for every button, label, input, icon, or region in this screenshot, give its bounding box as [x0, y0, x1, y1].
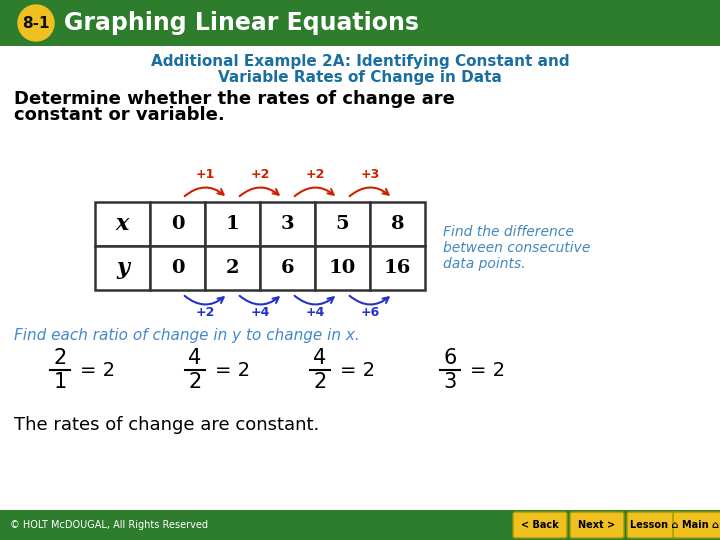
FancyBboxPatch shape: [673, 512, 720, 538]
Text: data points.: data points.: [443, 257, 526, 271]
Bar: [260, 202, 315, 246]
Circle shape: [18, 5, 54, 41]
Text: 2: 2: [53, 348, 67, 368]
Bar: [315, 246, 370, 290]
Text: between consecutive: between consecutive: [443, 241, 590, 255]
Text: constant or variable.: constant or variable.: [14, 106, 225, 124]
Text: 8-1: 8-1: [22, 16, 50, 30]
Text: 4: 4: [313, 348, 327, 368]
Text: x: x: [116, 213, 129, 235]
Text: = 2: = 2: [215, 361, 250, 380]
Text: 6: 6: [444, 348, 456, 368]
Text: +6: +6: [361, 306, 379, 319]
Text: 1: 1: [53, 372, 67, 392]
Bar: [205, 202, 260, 246]
Text: 2: 2: [313, 372, 327, 392]
FancyBboxPatch shape: [513, 512, 567, 538]
Text: 3: 3: [281, 215, 294, 233]
Text: +1: +1: [195, 167, 215, 180]
Text: 8: 8: [391, 215, 404, 233]
Text: +4: +4: [251, 306, 270, 319]
Text: +2: +2: [251, 167, 270, 180]
Text: 10: 10: [329, 259, 356, 277]
Text: +4: +4: [305, 306, 325, 319]
Text: 3: 3: [444, 372, 456, 392]
Text: Lesson ⌂: Lesson ⌂: [630, 520, 678, 530]
Text: 0: 0: [171, 259, 184, 277]
Text: The rates of change are constant.: The rates of change are constant.: [14, 416, 319, 434]
Text: < Back: < Back: [521, 520, 559, 530]
Text: Find each ratio of change in y to change in x.: Find each ratio of change in y to change…: [14, 328, 360, 343]
Text: © HOLT McDOUGAL, All Rights Reserved: © HOLT McDOUGAL, All Rights Reserved: [10, 520, 208, 530]
Text: +2: +2: [195, 306, 215, 319]
Bar: [0, 0, 720, 46]
Text: +2: +2: [305, 167, 325, 180]
Text: Next >: Next >: [578, 520, 616, 530]
Text: 1: 1: [225, 215, 239, 233]
Text: 2: 2: [226, 259, 239, 277]
Bar: [150, 246, 205, 290]
Text: +3: +3: [361, 167, 379, 180]
FancyBboxPatch shape: [627, 512, 681, 538]
Text: = 2: = 2: [340, 361, 375, 380]
Text: = 2: = 2: [80, 361, 115, 380]
Text: y: y: [116, 257, 129, 279]
Text: Find the difference: Find the difference: [443, 225, 574, 239]
Text: Graphing Linear Equations: Graphing Linear Equations: [64, 11, 419, 35]
Bar: [260, 246, 315, 290]
FancyBboxPatch shape: [570, 512, 624, 538]
Text: 6: 6: [281, 259, 294, 277]
Text: Determine whether the rates of change are: Determine whether the rates of change ar…: [14, 90, 455, 108]
Text: Additional Example 2A: Identifying Constant and: Additional Example 2A: Identifying Const…: [150, 54, 570, 69]
Bar: [95, 246, 150, 290]
Text: 5: 5: [336, 215, 349, 233]
Bar: [315, 202, 370, 246]
Text: 0: 0: [171, 215, 184, 233]
Bar: [205, 246, 260, 290]
Text: 4: 4: [189, 348, 202, 368]
Text: = 2: = 2: [470, 361, 505, 380]
Bar: [95, 202, 150, 246]
Text: Main ⌂: Main ⌂: [682, 520, 719, 530]
Bar: [370, 246, 425, 290]
Bar: [150, 202, 205, 246]
Text: 16: 16: [384, 259, 411, 277]
Bar: [370, 202, 425, 246]
Bar: [0, 510, 720, 540]
Text: 2: 2: [189, 372, 202, 392]
Text: Variable Rates of Change in Data: Variable Rates of Change in Data: [218, 70, 502, 85]
